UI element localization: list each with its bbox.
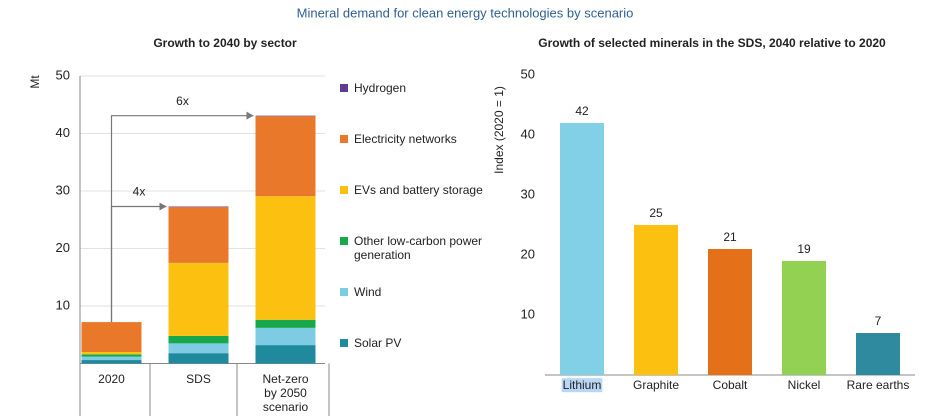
bar-segment <box>168 262 229 336</box>
y-tick-label: 50 <box>521 66 535 81</box>
legend-swatch <box>340 237 348 245</box>
bar-segment <box>255 345 316 364</box>
growth-arrow <box>110 205 167 323</box>
y-tick-label: 10 <box>521 306 535 321</box>
selection-highlight <box>561 378 603 393</box>
bar <box>708 249 752 375</box>
bar-segment <box>81 322 142 352</box>
bar-segment <box>81 356 142 361</box>
bar-segment <box>81 360 142 364</box>
bar-segment <box>255 115 316 117</box>
data-label: 19 <box>797 242 811 256</box>
data-label: 21 <box>723 230 737 244</box>
bar-segment <box>168 335 229 344</box>
y-tick-label: 40 <box>56 125 70 140</box>
bar-segment <box>168 207 229 263</box>
annotation: 4x <box>133 185 146 199</box>
y-tick-label: 20 <box>56 240 70 255</box>
bar <box>560 123 604 375</box>
x-tick-label: Net-zero by 2050 scenario <box>262 371 309 414</box>
bar-segment <box>81 354 142 357</box>
bar-segment <box>255 327 316 346</box>
growth-arrow <box>110 115 254 323</box>
y-tick-label: 50 <box>56 67 70 82</box>
bar-segment <box>255 319 316 328</box>
chart-title: Growth to 2040 by sector <box>153 36 297 50</box>
bar-segment <box>168 353 229 364</box>
legend-label: Other low-carbon power generation <box>354 234 483 262</box>
arrow-head <box>246 111 254 120</box>
bar-segment <box>255 116 316 197</box>
arrow-head <box>159 202 167 211</box>
x-tick-label: Nickel <box>788 378 821 392</box>
data-label: 7 <box>875 314 882 328</box>
y-axis-label: Mt <box>28 75 42 89</box>
annotation: 6x <box>176 94 189 108</box>
legend-label: Hydrogen <box>354 81 407 95</box>
y-tick-label: 40 <box>521 126 535 141</box>
bar <box>782 261 826 375</box>
legend-swatch <box>340 288 348 296</box>
y-tick-label: 10 <box>56 297 70 312</box>
bar-segment <box>255 196 316 320</box>
y-tick-label: 30 <box>521 186 535 201</box>
legend-swatch <box>340 84 348 92</box>
data-label: 42 <box>575 104 589 118</box>
x-tick-label: Rare earths <box>847 378 910 392</box>
chart-title: Growth of selected minerals in the SDS, … <box>538 36 886 50</box>
legend-label: EVs and battery storage <box>354 183 483 197</box>
bar-segment <box>81 352 142 355</box>
y-tick-label: 20 <box>521 246 535 261</box>
x-tick-label: Lithium <box>563 378 602 392</box>
data-label: 25 <box>649 206 663 220</box>
legend-label: Solar PV <box>354 336 402 350</box>
x-tick-label: SDS <box>186 371 211 386</box>
y-tick-label: 30 <box>56 182 70 197</box>
legend-label: Electricity networks <box>354 132 457 146</box>
main-title: Mineral demand for clean energy technolo… <box>297 5 634 20</box>
legend-swatch <box>340 186 348 194</box>
bar <box>634 225 678 375</box>
x-tick-label: Cobalt <box>713 378 748 392</box>
legend-label: Wind <box>354 285 382 299</box>
x-tick-label: Graphite <box>633 378 679 392</box>
y-axis-label: Index (2020 = 1) <box>492 86 506 174</box>
bar <box>856 333 900 375</box>
legend-swatch <box>340 339 348 347</box>
legend-swatch <box>340 135 348 143</box>
bar-segment <box>168 206 229 208</box>
bar-segment <box>168 343 229 354</box>
x-tick-label: 2020 <box>98 371 125 386</box>
